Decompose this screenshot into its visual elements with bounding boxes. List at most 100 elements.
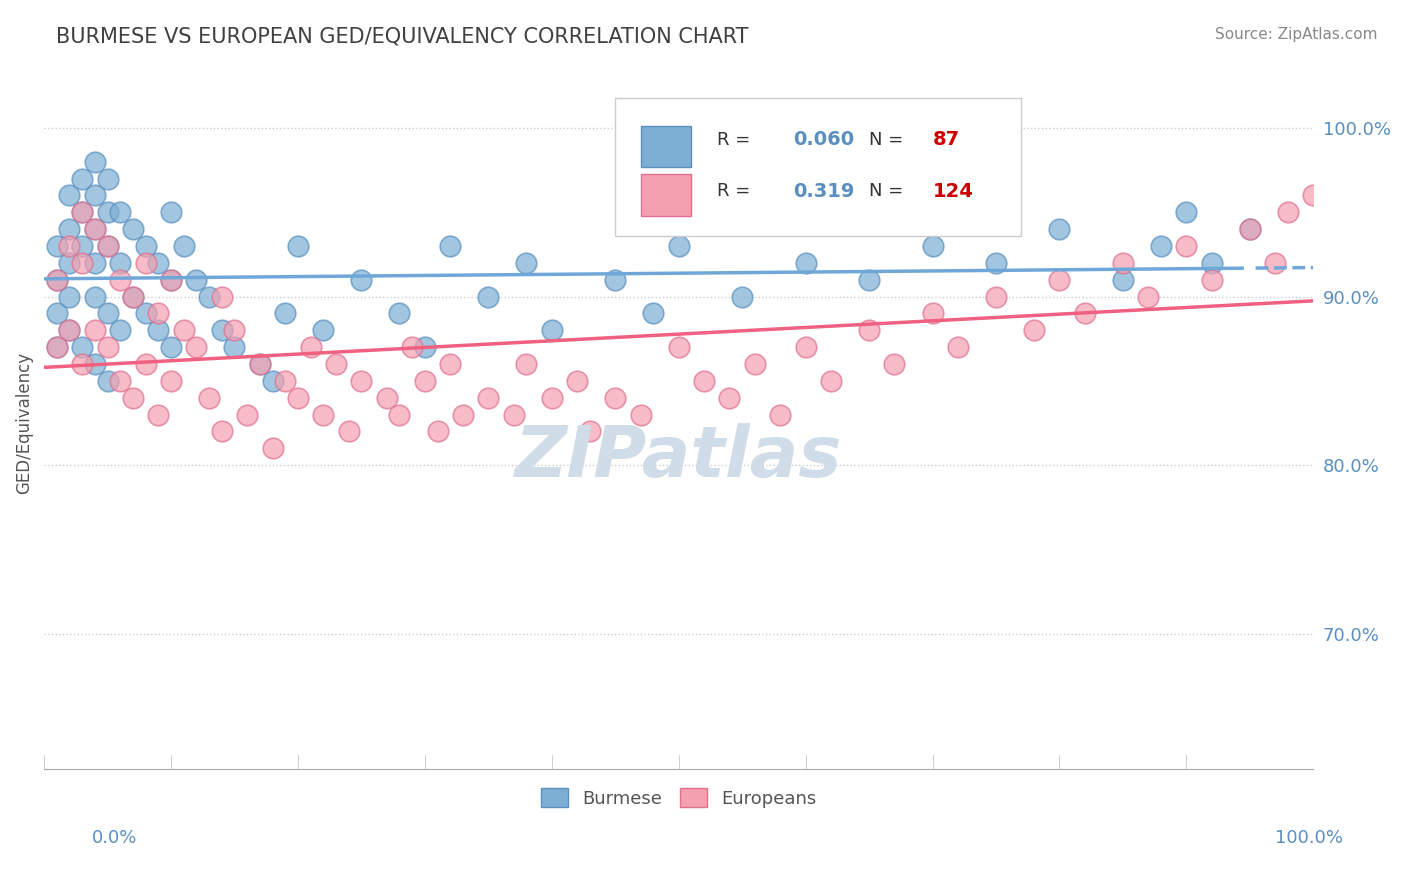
Point	[439, 239, 461, 253]
Point	[97, 205, 120, 219]
Point	[211, 323, 233, 337]
Point	[388, 408, 411, 422]
Point	[350, 273, 373, 287]
Point	[45, 340, 67, 354]
Point	[502, 408, 524, 422]
Point	[45, 340, 67, 354]
Point	[148, 306, 170, 320]
Point	[579, 425, 602, 439]
Point	[515, 357, 537, 371]
Point	[70, 357, 93, 371]
Point	[97, 340, 120, 354]
Point	[135, 306, 157, 320]
Point	[135, 256, 157, 270]
Y-axis label: GED/Equivalency: GED/Equivalency	[15, 352, 32, 494]
Point	[668, 239, 690, 253]
Point	[160, 340, 183, 354]
Point	[401, 340, 423, 354]
Point	[211, 290, 233, 304]
Point	[70, 205, 93, 219]
Point	[148, 323, 170, 337]
Point	[70, 340, 93, 354]
Point	[148, 408, 170, 422]
Point	[110, 374, 132, 388]
Point	[83, 290, 105, 304]
Point	[110, 256, 132, 270]
Point	[83, 222, 105, 236]
FancyBboxPatch shape	[641, 174, 692, 216]
Point	[122, 391, 145, 405]
Point	[477, 391, 499, 405]
Point	[262, 374, 284, 388]
Point	[1022, 323, 1045, 337]
Point	[946, 340, 969, 354]
Point	[70, 205, 93, 219]
Text: 87: 87	[932, 130, 960, 149]
Point	[1112, 273, 1135, 287]
Text: 100.0%: 100.0%	[1275, 829, 1343, 847]
Point	[45, 273, 67, 287]
Point	[287, 239, 309, 253]
Point	[1112, 256, 1135, 270]
Point	[160, 273, 183, 287]
Point	[148, 256, 170, 270]
Point	[83, 357, 105, 371]
Point	[110, 205, 132, 219]
Point	[858, 273, 880, 287]
Point	[1201, 256, 1223, 270]
Point	[1239, 222, 1261, 236]
Text: Source: ZipAtlas.com: Source: ZipAtlas.com	[1215, 27, 1378, 42]
Point	[984, 290, 1007, 304]
Point	[58, 323, 80, 337]
Point	[858, 323, 880, 337]
Point	[1150, 239, 1173, 253]
Point	[122, 290, 145, 304]
Point	[160, 374, 183, 388]
Text: N =: N =	[869, 183, 910, 201]
Point	[451, 408, 474, 422]
Point	[439, 357, 461, 371]
Point	[274, 374, 297, 388]
Point	[160, 205, 183, 219]
Point	[58, 290, 80, 304]
Point	[274, 306, 297, 320]
Point	[375, 391, 398, 405]
Point	[769, 408, 792, 422]
Point	[58, 188, 80, 202]
Point	[45, 273, 67, 287]
Point	[413, 374, 436, 388]
Point	[1049, 273, 1071, 287]
Point	[605, 391, 627, 405]
Point	[160, 273, 183, 287]
Point	[883, 357, 905, 371]
Point	[58, 256, 80, 270]
Point	[1277, 205, 1299, 219]
Point	[135, 357, 157, 371]
Point	[312, 408, 335, 422]
Point	[236, 408, 259, 422]
Point	[70, 239, 93, 253]
Point	[186, 340, 208, 354]
Point	[630, 408, 652, 422]
Point	[83, 323, 105, 337]
Point	[83, 188, 105, 202]
Point	[1074, 306, 1097, 320]
Point	[1049, 222, 1071, 236]
Point	[249, 357, 271, 371]
Point	[198, 391, 221, 405]
Point	[820, 374, 842, 388]
Point	[718, 391, 741, 405]
Point	[668, 340, 690, 354]
Point	[110, 323, 132, 337]
Point	[794, 256, 817, 270]
Text: 0.0%: 0.0%	[91, 829, 136, 847]
Point	[83, 256, 105, 270]
Point	[1302, 188, 1324, 202]
Point	[794, 340, 817, 354]
Point	[426, 425, 449, 439]
Point	[135, 239, 157, 253]
Point	[921, 306, 943, 320]
Point	[477, 290, 499, 304]
Point	[97, 239, 120, 253]
Point	[211, 425, 233, 439]
